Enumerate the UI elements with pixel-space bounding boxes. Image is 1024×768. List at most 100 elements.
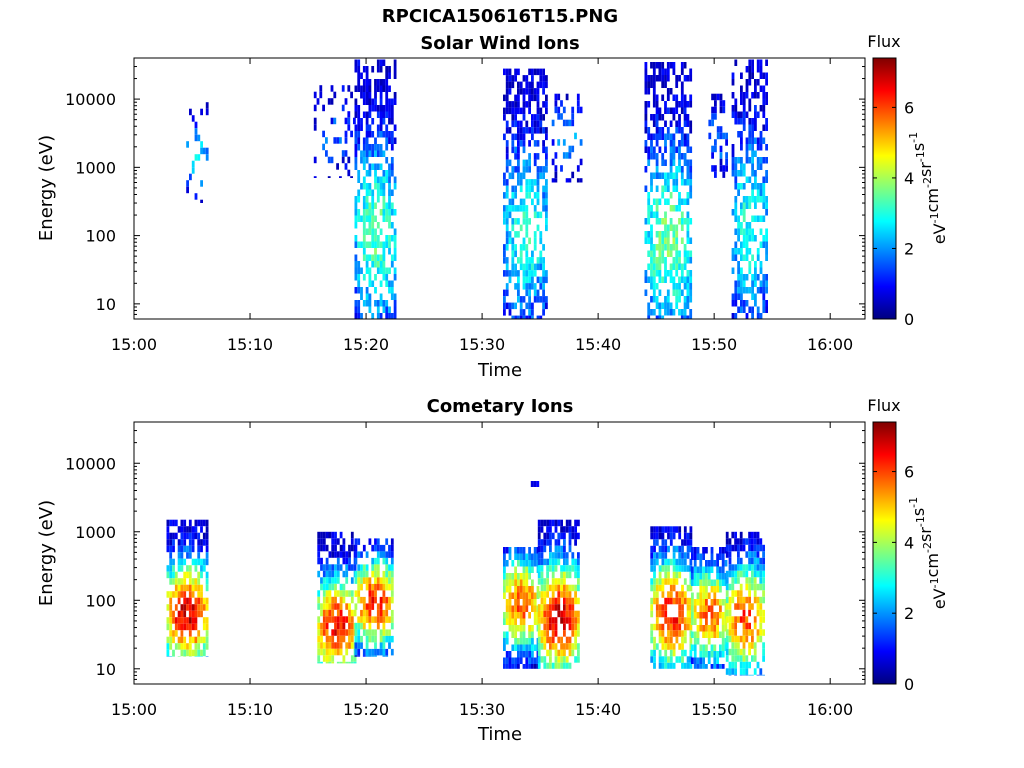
heatmap-cell bbox=[354, 144, 358, 151]
heatmap-cell bbox=[385, 267, 389, 274]
heatmap-cell bbox=[705, 618, 708, 625]
heatmap-cell bbox=[647, 302, 651, 309]
heatmap-cell bbox=[368, 254, 372, 261]
heatmap-cell bbox=[379, 131, 383, 138]
heatmap-cell bbox=[522, 651, 526, 658]
heatmap-cell bbox=[705, 592, 708, 599]
heatmap-cell bbox=[737, 306, 740, 313]
heatmap-cell bbox=[186, 604, 189, 611]
heatmap-cell bbox=[762, 570, 765, 578]
heatmap-cell bbox=[722, 132, 726, 140]
heatmap-cell bbox=[683, 140, 687, 147]
heatmap-cell bbox=[317, 648, 321, 656]
heatmap-cell bbox=[180, 636, 184, 644]
heatmap-cell bbox=[554, 558, 558, 566]
heatmap-cell bbox=[647, 101, 651, 108]
heatmap-cell bbox=[180, 532, 184, 540]
heatmap-cell bbox=[672, 532, 676, 540]
heatmap-cell bbox=[365, 287, 369, 294]
heatmap-cell bbox=[536, 101, 540, 108]
heatmap-cell bbox=[740, 209, 743, 216]
heatmap-cell bbox=[686, 539, 690, 546]
heatmap-cell bbox=[348, 661, 351, 664]
heatmap-cell bbox=[680, 309, 684, 316]
heatmap-cell bbox=[519, 140, 523, 147]
heatmap-cell bbox=[661, 545, 665, 553]
heatmap-cell bbox=[563, 565, 566, 572]
heatmap-cell bbox=[350, 176, 353, 178]
heatmap-cell bbox=[725, 668, 729, 675]
heatmap-cell bbox=[336, 616, 340, 623]
heatmap-cell bbox=[658, 172, 662, 179]
heatmap-cell bbox=[542, 192, 545, 199]
heatmap-cell bbox=[505, 651, 509, 658]
heatmap-cell bbox=[644, 166, 648, 173]
heatmap-cell bbox=[734, 202, 738, 209]
heatmap-cell bbox=[719, 152, 723, 159]
heatmap-cell bbox=[385, 300, 389, 307]
heatmap-cell bbox=[745, 196, 749, 203]
heatmap-cell bbox=[376, 79, 380, 86]
heatmap-cell bbox=[678, 643, 682, 650]
heatmap-cell bbox=[180, 604, 184, 611]
heatmap-cell bbox=[531, 179, 534, 186]
heatmap-cell bbox=[362, 176, 366, 183]
heatmap-cell bbox=[522, 625, 526, 632]
heatmap-cell bbox=[517, 664, 520, 669]
heatmap-cell bbox=[382, 170, 386, 177]
heatmap-cell bbox=[664, 179, 667, 186]
heatmap-cell bbox=[350, 590, 354, 597]
heatmap-cell bbox=[379, 616, 383, 623]
heatmap-cell bbox=[543, 539, 547, 546]
heatmap-cell bbox=[508, 159, 512, 167]
heatmap-cell bbox=[508, 605, 512, 612]
heatmap-cell bbox=[650, 211, 653, 218]
heatmap-cell bbox=[368, 622, 372, 630]
heatmap-cell bbox=[186, 571, 189, 579]
heatmap-cell bbox=[385, 313, 389, 319]
heatmap-cell bbox=[191, 526, 195, 533]
heatmap-cell bbox=[551, 571, 555, 579]
heatmap-cell bbox=[345, 648, 349, 656]
heatmap-cell bbox=[186, 532, 189, 540]
heatmap-cell bbox=[525, 644, 529, 651]
heatmap-cell bbox=[762, 293, 766, 300]
heatmap-cell bbox=[664, 296, 667, 303]
heatmap-cell bbox=[644, 120, 648, 127]
heatmap-cell bbox=[188, 649, 192, 657]
heatmap-cell bbox=[334, 551, 337, 558]
heatmap-cell bbox=[658, 218, 662, 225]
heatmap-cell bbox=[557, 106, 561, 114]
heatmap-cell bbox=[652, 289, 656, 296]
heatmap-cell bbox=[653, 532, 656, 540]
heatmap-cell bbox=[354, 241, 358, 248]
heatmap-cell bbox=[672, 662, 676, 669]
heatmap-cell bbox=[533, 599, 537, 606]
heatmap-cell bbox=[644, 75, 648, 82]
heatmap-cell bbox=[748, 596, 751, 604]
heatmap-cell bbox=[362, 655, 366, 657]
heatmap-cell bbox=[731, 163, 735, 170]
heatmap-cell bbox=[745, 228, 749, 235]
heatmap-cell bbox=[756, 111, 760, 118]
heatmap-cell bbox=[689, 120, 693, 127]
heatmap-cell bbox=[675, 185, 679, 192]
heatmap-cell bbox=[751, 235, 754, 242]
heatmap-cell bbox=[655, 62, 659, 69]
heatmap-cell bbox=[542, 309, 545, 316]
heatmap-cell bbox=[557, 139, 561, 146]
heatmap-cell bbox=[691, 553, 694, 560]
heatmap-cell bbox=[647, 315, 651, 319]
heatmap-cell bbox=[188, 519, 192, 527]
heatmap-cell bbox=[368, 105, 372, 112]
heatmap-cell bbox=[503, 68, 506, 76]
heatmap-cell bbox=[762, 596, 765, 604]
heatmap-cell bbox=[511, 270, 515, 277]
heatmap-cell bbox=[571, 552, 575, 559]
heatmap-cell bbox=[557, 545, 561, 553]
heatmap-cell bbox=[719, 132, 723, 140]
heatmap-cell bbox=[689, 597, 693, 605]
heatmap-cell bbox=[365, 603, 369, 610]
heatmap-cell bbox=[728, 544, 732, 552]
heatmap-cell bbox=[354, 254, 358, 261]
